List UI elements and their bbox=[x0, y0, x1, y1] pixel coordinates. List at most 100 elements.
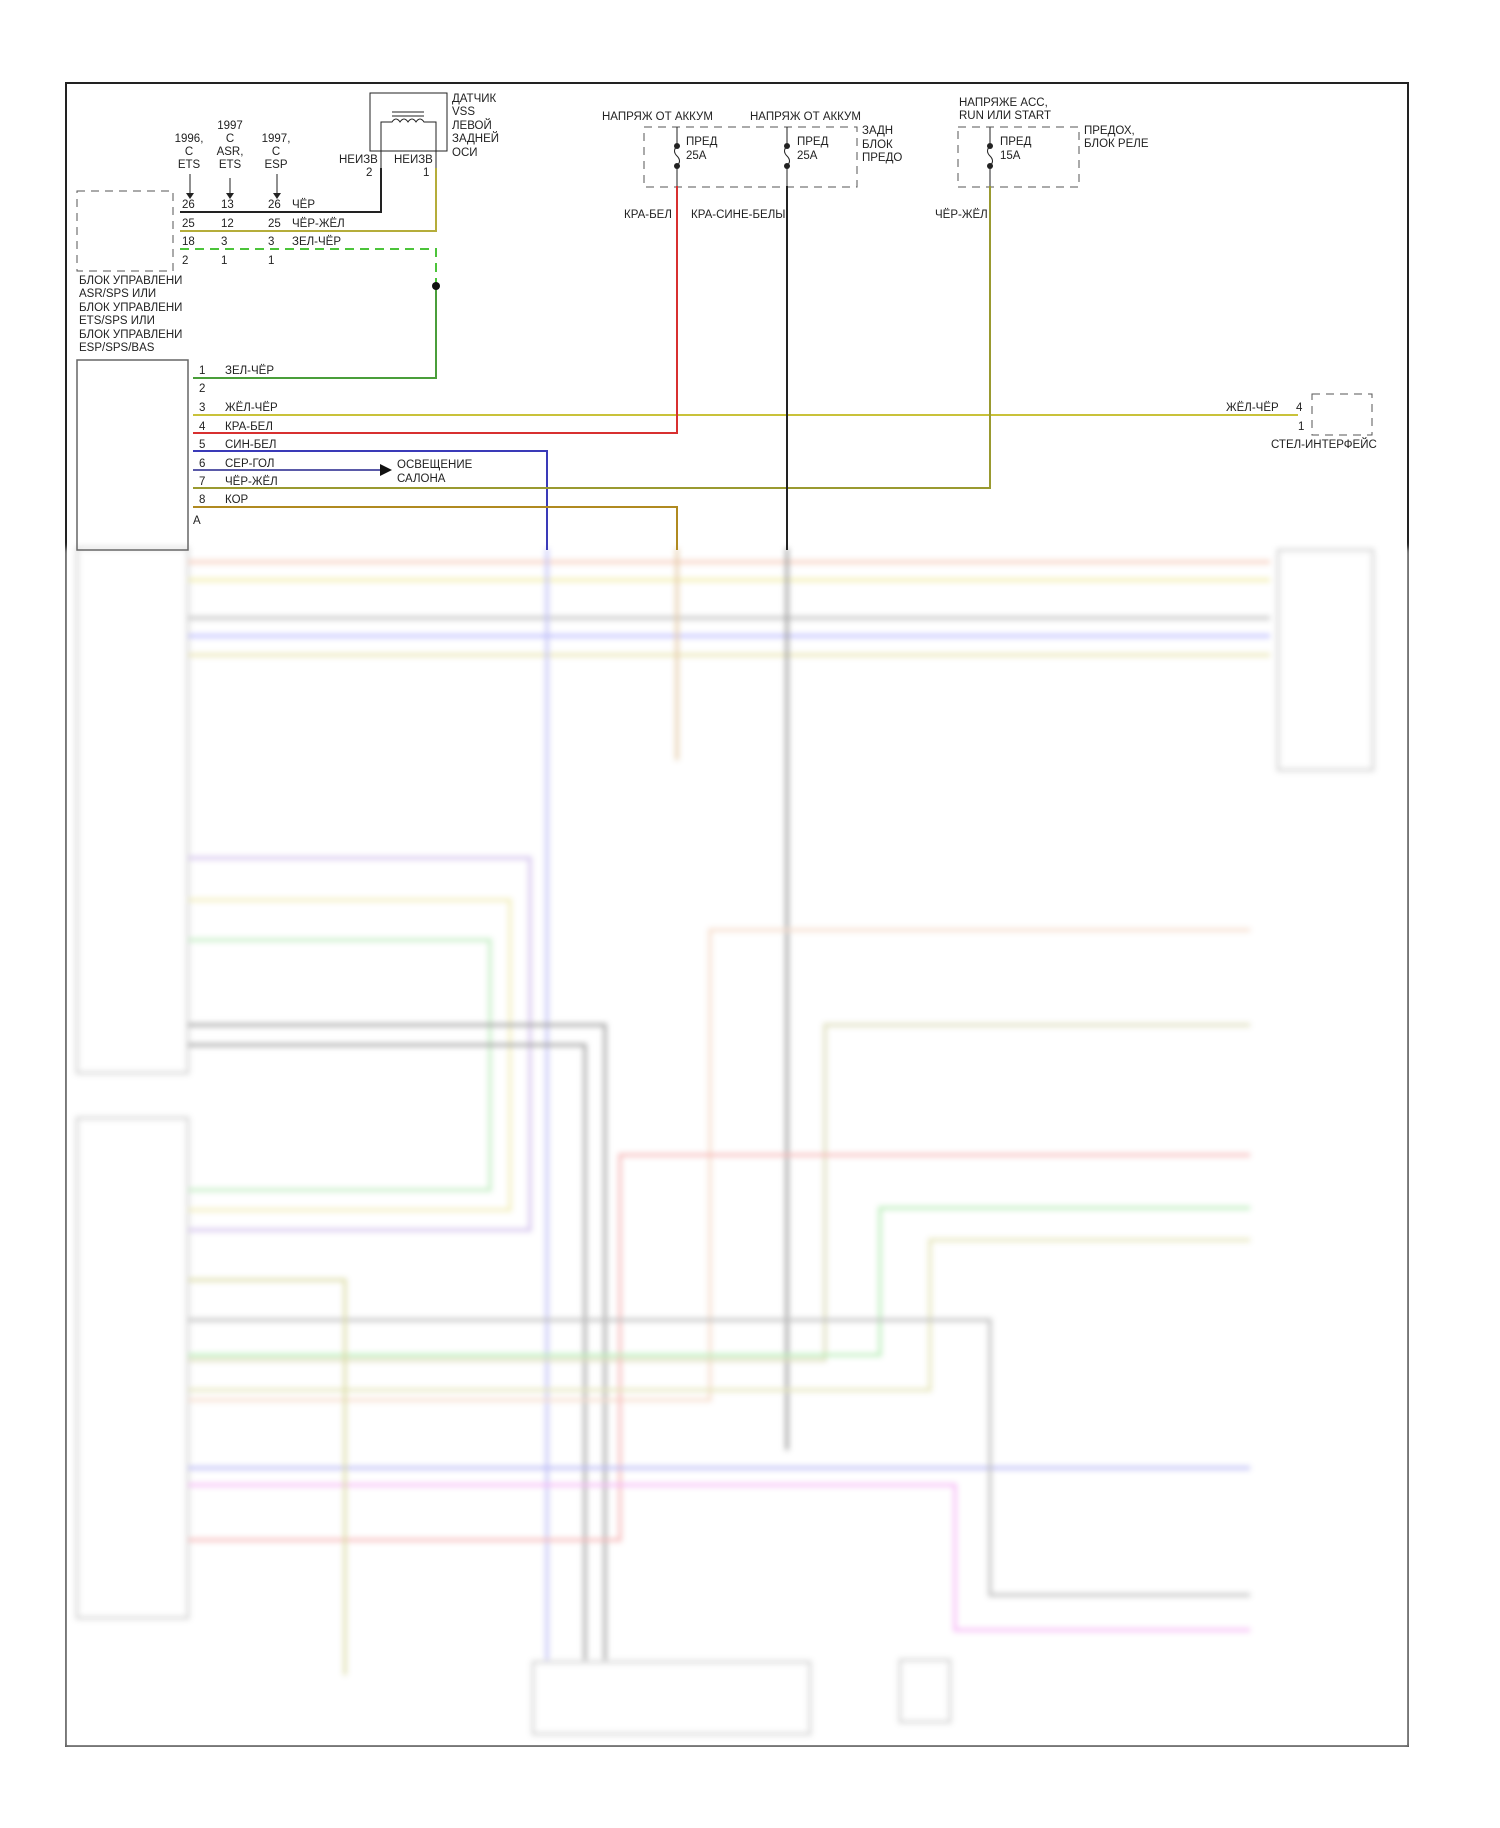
svg-text:ЖЁЛ-ЧЁР: ЖЁЛ-ЧЁР bbox=[225, 402, 278, 414]
svg-text:СЕР-ГОЛ: СЕР-ГОЛ bbox=[225, 458, 274, 470]
svg-text:КРА-БЕЛ: КРА-БЕЛ bbox=[225, 421, 273, 433]
svg-text:С: С bbox=[185, 146, 193, 158]
svg-text:ПРЕДО: ПРЕДО bbox=[862, 152, 902, 164]
svg-text:1: 1 bbox=[221, 255, 227, 267]
svg-text:НЕИЗВ: НЕИЗВ bbox=[394, 154, 433, 166]
wire-brown bbox=[193, 506, 678, 550]
svg-text:2: 2 bbox=[182, 255, 188, 267]
svg-text:18: 18 bbox=[182, 236, 195, 248]
svg-text:ЗЕЛ-ЧЁР: ЗЕЛ-ЧЁР bbox=[292, 236, 341, 248]
svg-text:ПРЕД: ПРЕД bbox=[1000, 136, 1032, 148]
svg-text:1: 1 bbox=[268, 255, 274, 267]
svg-text:ОСВЕЩЕНИЕ: ОСВЕЩЕНИЕ bbox=[397, 459, 473, 471]
tel-interface-box bbox=[1311, 393, 1373, 436]
svg-text:12: 12 bbox=[221, 218, 234, 230]
variant-headers: 1996, С ETS 1997 С ASR, ETS 1997, С ESP bbox=[175, 120, 291, 171]
sensor-label: ДАТЧИК VSS ЛЕВОЙ ЗАДНЕЙ ОСИ НЕИЗВ 2 НЕИЗ… bbox=[339, 93, 499, 179]
svg-text:6: 6 bbox=[199, 458, 205, 470]
svg-text:25: 25 bbox=[268, 218, 281, 230]
svg-text:БЛОК УПРАВЛЕНИ: БЛОК УПРАВЛЕНИ bbox=[79, 329, 182, 341]
svg-text:С: С bbox=[272, 146, 280, 158]
svg-text:13: 13 bbox=[221, 199, 234, 211]
svg-text:26: 26 bbox=[268, 199, 281, 211]
svg-text:ЧЁР-ЖЁЛ: ЧЁР-ЖЁЛ bbox=[225, 476, 278, 488]
svg-text:С: С bbox=[226, 133, 234, 145]
svg-text:ПРЕД: ПРЕД bbox=[686, 136, 718, 148]
svg-text:КОР: КОР bbox=[225, 494, 249, 506]
svg-text:4: 4 bbox=[199, 421, 206, 433]
svg-text:БЛОК УПРАВЛЕНИ: БЛОК УПРАВЛЕНИ bbox=[79, 302, 182, 314]
fuse-icon bbox=[674, 127, 993, 186]
svg-text:ETS/SPS ИЛИ: ETS/SPS ИЛИ bbox=[79, 315, 155, 327]
svg-text:ASR,: ASR, bbox=[217, 146, 244, 158]
svg-text:8: 8 bbox=[199, 494, 205, 506]
wire-red-white bbox=[193, 186, 678, 434]
svg-text:ETS: ETS bbox=[178, 159, 201, 171]
wire-green-black-dashed bbox=[180, 248, 437, 286]
abs-pin-numbers: 26 25 18 2 13 12 3 1 26 25 3 1 ЧЁР ЧЁР-Ж… bbox=[182, 199, 345, 267]
wire-black bbox=[180, 168, 382, 213]
svg-text:ЧЁР: ЧЁР bbox=[292, 199, 315, 211]
svg-text:СИН-БЕЛ: СИН-БЕЛ bbox=[225, 439, 276, 451]
coil-icon bbox=[380, 118, 437, 168]
relay-fuse-box bbox=[957, 126, 1080, 188]
svg-text:КРА-СИНЕ-БЕЛЫ: КРА-СИНЕ-БЕЛЫ bbox=[691, 209, 785, 221]
svg-text:ASR/SPS ИЛИ: ASR/SPS ИЛИ bbox=[79, 288, 156, 300]
svg-text:ЗАДНЕЙ: ЗАДНЕЙ bbox=[452, 132, 499, 145]
wire-black-yellow-2 bbox=[193, 186, 991, 489]
svg-text:3: 3 bbox=[199, 402, 205, 414]
svg-text:БЛОК УПРАВЛЕНИ: БЛОК УПРАВЛЕНИ bbox=[79, 275, 182, 287]
svg-text:ПРЕДОХ,: ПРЕДОХ, bbox=[1084, 125, 1135, 137]
svg-text:2: 2 bbox=[366, 167, 372, 179]
arrow-icon bbox=[380, 464, 392, 476]
svg-text:RUN ИЛИ START: RUN ИЛИ START bbox=[959, 110, 1051, 122]
svg-text:1: 1 bbox=[199, 365, 205, 377]
svg-text:ПРЕД: ПРЕД bbox=[797, 136, 829, 148]
svg-text:ЧЁР-ЖЁЛ: ЧЁР-ЖЁЛ bbox=[935, 209, 988, 221]
svg-text:3: 3 bbox=[268, 236, 274, 248]
svg-text:ОСИ: ОСИ bbox=[452, 147, 478, 159]
svg-text:25A: 25A bbox=[797, 150, 818, 162]
radio-module-pins: 1 ЗЕЛ-ЧЁР 2 3 ЖЁЛ-ЧЁР 4 КРА-БЕЛ 5 СИН-БЕЛ 6 С… bbox=[193, 365, 278, 527]
svg-text:ЖЁЛ-ЧЁР: ЖЁЛ-ЧЁР bbox=[1226, 402, 1279, 414]
svg-text:VSS: VSS bbox=[452, 106, 475, 118]
svg-text:2: 2 bbox=[199, 383, 205, 395]
splice-dot bbox=[432, 282, 440, 290]
radio-module-box bbox=[76, 359, 189, 551]
rear-fuse-box bbox=[643, 126, 858, 188]
svg-text:ЛЕВОЙ: ЛЕВОЙ bbox=[452, 119, 492, 132]
svg-text:НАПРЯЖЕ ACC,: НАПРЯЖЕ ACC, bbox=[959, 97, 1048, 109]
wire-green-black bbox=[193, 286, 437, 379]
supply-label: НАПРЯЖ ОТ АККУМ bbox=[750, 111, 861, 123]
svg-text:ETS: ETS bbox=[219, 159, 242, 171]
svg-text:ДАТЧИК: ДАТЧИК bbox=[452, 93, 497, 105]
supply-label: НАПРЯЖ ОТ АККУМ bbox=[602, 111, 713, 123]
svg-text:ЧЁР-ЖЁЛ: ЧЁР-ЖЁЛ bbox=[292, 218, 345, 230]
svg-text:БЛОК: БЛОК bbox=[862, 139, 893, 151]
blurred-lower-diagram bbox=[64, 547, 1410, 1748]
svg-text:25A: 25A bbox=[686, 150, 707, 162]
svg-text:4: 4 bbox=[1296, 402, 1303, 414]
svg-text:7: 7 bbox=[199, 476, 205, 488]
svg-text:САЛОНА: САЛОНА bbox=[397, 473, 446, 485]
abs-module-label: БЛОК УПРАВЛЕНИ ASR/SPS ИЛИ БЛОК УПРАВЛЕН… bbox=[79, 275, 182, 354]
svg-text:5: 5 bbox=[199, 439, 205, 451]
svg-text:ESP: ESP bbox=[264, 159, 287, 171]
svg-text:1997,: 1997, bbox=[262, 133, 291, 145]
wire-blue-white bbox=[193, 450, 548, 550]
svg-text:1996,: 1996, bbox=[175, 133, 204, 145]
svg-text:3: 3 bbox=[221, 236, 227, 248]
svg-text:ЗАДН: ЗАДН bbox=[862, 125, 893, 137]
svg-text:ESP/SPS/BAS: ESP/SPS/BAS bbox=[79, 342, 155, 354]
variant-arrows bbox=[189, 174, 278, 196]
svg-text:1997: 1997 bbox=[217, 120, 243, 132]
svg-text:1: 1 bbox=[423, 167, 429, 179]
svg-text:1: 1 bbox=[1298, 421, 1304, 433]
svg-text:25: 25 bbox=[182, 218, 195, 230]
wire-black-yellow bbox=[180, 168, 437, 232]
svg-text:A: A bbox=[193, 515, 201, 527]
svg-text:ЗЕЛ-ЧЁР: ЗЕЛ-ЧЁР bbox=[225, 365, 274, 377]
svg-text:15A: 15A bbox=[1000, 150, 1021, 162]
vss-sensor-box bbox=[369, 92, 448, 152]
